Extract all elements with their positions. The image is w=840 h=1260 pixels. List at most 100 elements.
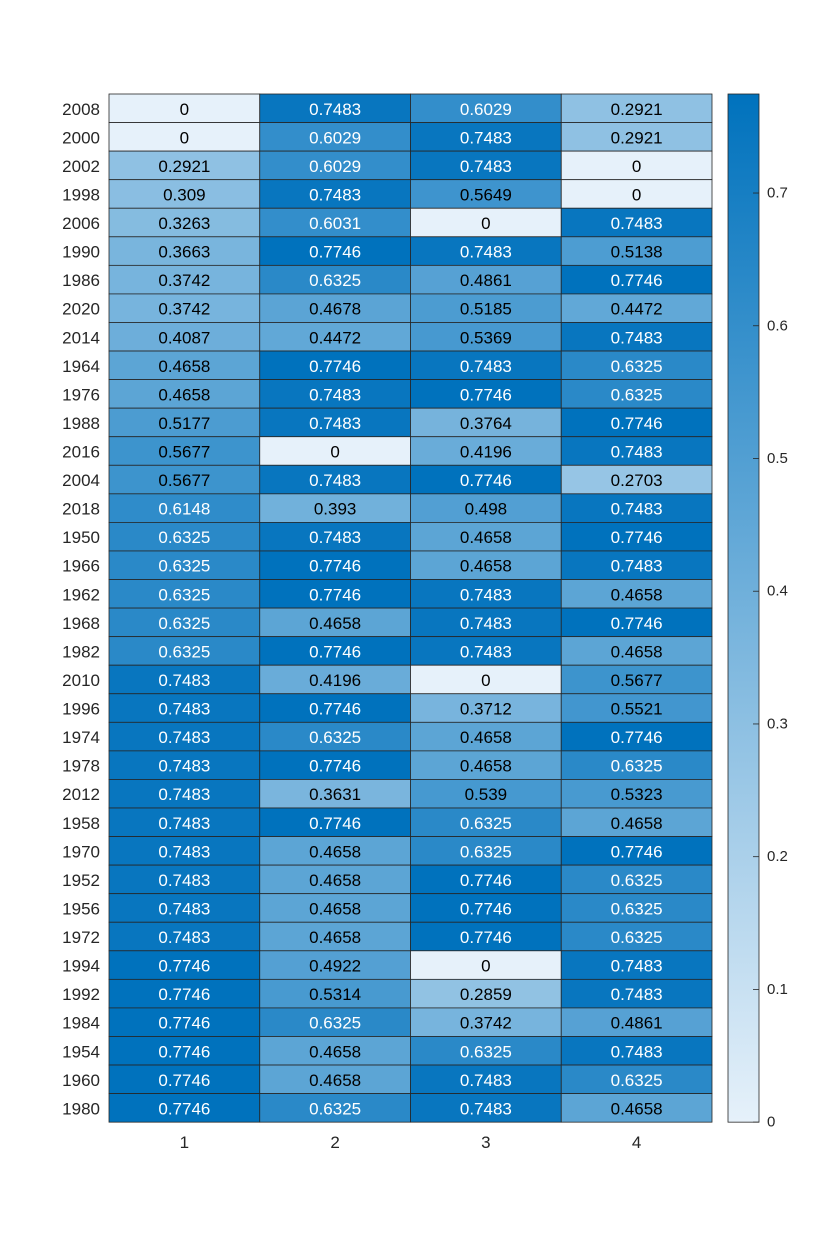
cell-value-label: 0.7746 [460,899,512,918]
cell-value-label: 0.4196 [460,443,512,462]
heatmap-cell [560,864,713,895]
cell-value-label: 0.4087 [158,328,210,347]
cell-value-label: 0.6325 [158,585,210,604]
cell-value-label: 0.3742 [158,300,210,319]
colorbar-tick-label: 0.5 [767,450,788,467]
y-tick-label: 2002 [62,157,100,176]
cell-value-label: 0.5649 [460,185,512,204]
cell-value-label: 0.7746 [611,528,663,547]
cell-value-label: 0.7746 [158,957,210,976]
heatmap-cell [560,836,713,866]
heatmap-cell [410,464,562,495]
cell-value-label: 0.7483 [611,957,663,976]
y-tick-label: 1960 [62,1071,100,1090]
colorbar-tick-label: 0.6 [767,317,788,334]
cell-value-label: 0.4658 [611,1099,663,1118]
y-tick-label: 1954 [62,1042,100,1061]
heatmap-cell [560,921,713,952]
heatmap-cell [108,636,261,666]
cell-value-label: 0.5138 [611,243,663,262]
cell-value-label: 0.7483 [460,357,512,376]
cell-value-label: 0.6325 [611,1071,663,1090]
cell-value-label: 0.3742 [158,271,210,290]
cell-value-label: 0.4658 [158,357,210,376]
heatmap-cell [410,293,562,323]
cell-value-label: 0.4861 [611,1014,663,1033]
cell-value-label: 0 [481,214,490,233]
y-tick-label: 1970 [62,842,100,861]
cell-value-label: 0.7746 [158,1099,210,1118]
cell-value-label: 0.6325 [611,899,663,918]
cell-value-label: 0.309 [163,185,206,204]
cell-value-label: 0.6031 [309,214,361,233]
cell-value-label: 0.4658 [460,557,512,576]
cell-value-label: 0.4472 [309,328,361,347]
cell-value-label: 0.6325 [158,614,210,633]
cell-value-label: 0.5677 [611,671,663,690]
y-tick-label: 1990 [62,243,100,262]
heatmap-cell [259,236,411,266]
heatmap-cell [259,179,411,209]
cell-value-label: 0.7483 [309,100,361,119]
heatmap-cell [560,664,713,695]
heatmap-cell [410,264,562,295]
heatmap-cell [259,464,411,495]
cell-value-label: 0.7483 [158,700,210,719]
heatmap-cell [560,550,713,580]
y-tick-label: 1968 [62,614,100,633]
cell-value-label: 0.7483 [611,328,663,347]
cell-value-label: 0.5314 [309,985,361,1004]
heatmap-cell [410,436,562,466]
heatmap-cell [410,379,562,409]
heatmap-cell [410,493,562,523]
heatmap-cell [410,750,562,780]
y-tick-label: 1992 [62,985,100,1004]
heatmap-cell [560,750,713,780]
cell-value-label: 0.7746 [309,557,361,576]
heatmap-cell [108,407,261,438]
y-tick-label: 1994 [62,957,100,976]
cell-value-label: 0.6325 [309,728,361,747]
heatmap-cell [560,1007,713,1037]
heatmap-cell [108,236,261,266]
y-tick-label: 1966 [62,557,100,576]
cell-value-label: 0.7483 [158,671,210,690]
heatmap-cell [560,978,713,1009]
cell-value-label: 0.6325 [158,528,210,547]
cell-value-label: 0 [481,671,490,690]
heatmap-cell [410,407,562,438]
cell-value-label: 0.6325 [158,642,210,661]
heatmap-cell [410,207,562,238]
heatmap-cell [410,607,562,638]
heatmap-cell [560,693,713,723]
cell-value-label: 0.7746 [158,1014,210,1033]
cell-value-label: 0.7746 [309,243,361,262]
x-tick-label: 4 [632,1133,641,1152]
heatmap-cell [560,807,713,837]
cell-value-label: 0.7483 [309,471,361,490]
heatmap-cell [410,779,562,809]
cell-value-label: 0.6325 [460,814,512,833]
heatmap-cell [108,693,261,723]
heatmap-cell [108,264,261,295]
y-tick-labels: 2008 2000 2002 1998 2006 1990 1986 2020 2014 1964… [62,100,100,1119]
y-tick-label: 1988 [62,414,100,433]
y-tick-label: 2018 [62,500,100,519]
heatmap-cell [560,436,713,466]
heatmap-cell [259,1007,411,1037]
cell-value-label: 0 [632,157,641,176]
heatmap-cell [560,950,713,980]
y-tick-label: 1986 [62,271,100,290]
heatmap-cell [108,579,261,609]
y-tick-label: 1974 [62,728,100,747]
heatmap-cell [259,807,411,837]
heatmap-cell [410,93,562,123]
cell-value-label: 0.7746 [611,271,663,290]
cell-value-label: 0.6029 [460,100,512,119]
cell-value-label: 0.5677 [158,443,210,462]
x-tick-label: 2 [330,1133,339,1152]
cell-value-label: 0.7746 [611,728,663,747]
heatmap-cell [108,721,261,752]
cell-value-label: 0.4678 [309,300,361,319]
cell-value-label: 0.7483 [158,728,210,747]
